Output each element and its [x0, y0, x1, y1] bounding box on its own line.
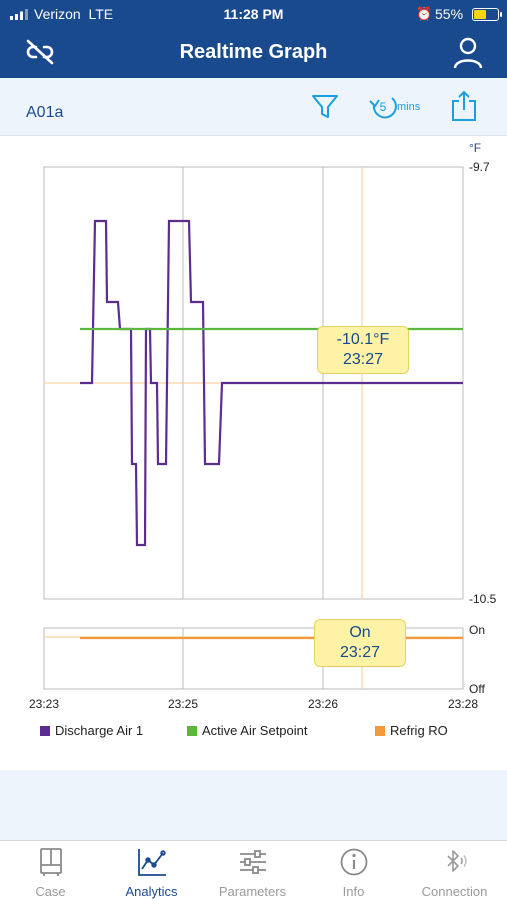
- chart-canvas[interactable]: °F -9.7 -10.5 On Off 23:23 23:25 23:26 23:28: [0, 137, 507, 770]
- carrier-label: Verizon LTE: [34, 6, 114, 22]
- tooltip-value: On: [349, 624, 371, 641]
- clock: 11:28 PM: [223, 6, 284, 22]
- y-axis-unit: °F: [469, 141, 481, 155]
- interval-unit: mins: [397, 101, 421, 113]
- share-icon[interactable]: [450, 90, 478, 122]
- nav-bar: Realtime Graph: [0, 28, 507, 78]
- chart-legend: Discharge Air 1 Active Air Setpoint Refr…: [0, 722, 507, 742]
- analytics-icon: [138, 849, 166, 876]
- content-spacer: [0, 770, 507, 840]
- alarm-icon: ⏰: [416, 6, 433, 21]
- x-tick-label: 23:28: [448, 697, 478, 711]
- link-off-icon[interactable]: [24, 38, 56, 66]
- info-icon: [340, 848, 368, 876]
- tab-label: Parameters: [218, 884, 287, 899]
- tooltip-value: -10.1°F: [336, 331, 390, 348]
- bluetooth-icon: [447, 850, 467, 872]
- tab-label: Case: [35, 884, 66, 899]
- tab-info[interactable]: Info: [303, 841, 404, 900]
- legend-label: Active Air Setpoint: [202, 723, 308, 738]
- battery-percent: 55%: [435, 6, 464, 22]
- interval-value: 5: [380, 100, 387, 114]
- main-tooltip: -10.1°F 23:27: [317, 326, 409, 374]
- status-chart-frame: [43, 627, 464, 690]
- x-tick-label: 23:25: [168, 697, 198, 711]
- legend-label: Discharge Air 1: [55, 723, 144, 738]
- sliders-icon: [240, 850, 266, 874]
- time-interval-icon[interactable]: 5: [368, 92, 426, 122]
- tab-bar: Case Analytics Parameters: [0, 840, 507, 900]
- status-bar: Verizon LTE 11:28 PM ⏰ 55%: [0, 0, 507, 28]
- legend-swatch: [187, 726, 197, 736]
- tab-label: Analytics: [125, 884, 178, 899]
- device-label: A01a: [26, 104, 64, 121]
- legend-swatch: [375, 726, 385, 736]
- tooltip-time: 23:27: [339, 644, 381, 661]
- legend-swatch: [40, 726, 50, 736]
- tab-connection[interactable]: Connection: [404, 841, 505, 900]
- user-icon[interactable]: [452, 36, 484, 70]
- y-tick-label: -10.5: [469, 592, 497, 606]
- x-tick-label: 23:23: [29, 697, 59, 711]
- realtime-chart[interactable]: °F -9.7 -10.5 On Off 23:23 23:25 23:26 23:28 -10…: [0, 137, 507, 770]
- x-tick-label: 23:26: [308, 697, 338, 711]
- battery-icon: [472, 8, 502, 21]
- tab-label: Connection: [421, 884, 488, 899]
- case-icon: [40, 848, 62, 876]
- tab-case[interactable]: Case: [0, 841, 101, 900]
- page-title: Realtime Graph: [179, 41, 328, 63]
- filter-icon[interactable]: [311, 94, 339, 120]
- status-tooltip: On 23:27: [314, 619, 406, 667]
- y-tick-label: -9.7: [469, 160, 490, 174]
- y-tick-label: On: [469, 623, 485, 637]
- tab-analytics[interactable]: Analytics: [101, 841, 202, 900]
- tooltip-time: 23:27: [342, 351, 384, 368]
- legend-label: Refrig RO: [390, 723, 448, 738]
- tab-parameters[interactable]: Parameters: [202, 841, 303, 900]
- graph-toolbar: A01a 5 mins: [0, 78, 507, 136]
- tab-label: Info: [342, 884, 365, 899]
- y-tick-label: Off: [469, 682, 485, 696]
- signal-icon: [10, 9, 28, 20]
